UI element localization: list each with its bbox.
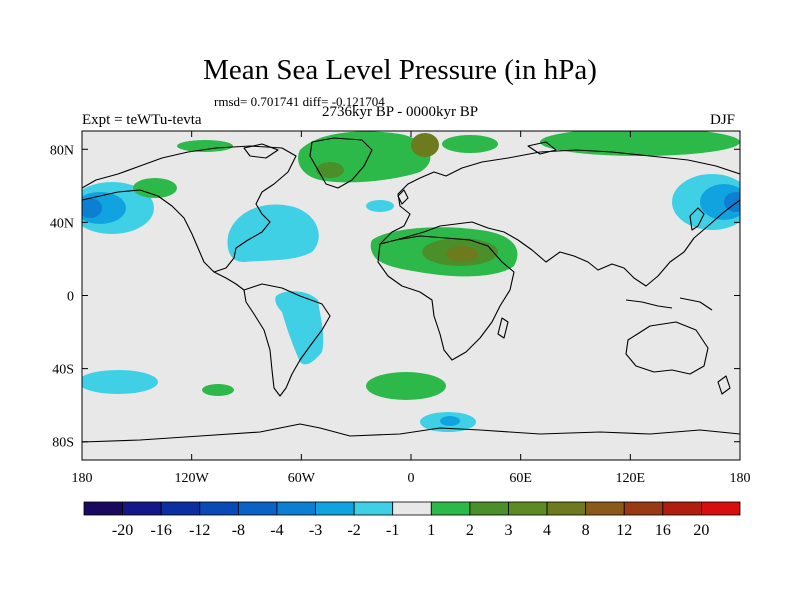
anomaly-field <box>82 131 740 432</box>
field-region-atlantic-low <box>227 204 319 262</box>
coastline-eurasia-south <box>395 199 740 287</box>
colorbar-swatch <box>546 501 587 516</box>
colorbar-label: 8 <box>582 522 590 539</box>
map-background <box>82 131 740 460</box>
coastline-japan <box>689 207 705 231</box>
lat-tick-label: 80N <box>50 143 74 158</box>
lon-tick-label: 120W <box>175 471 210 486</box>
coastline-madagascar <box>497 317 509 339</box>
colorbar-swatch <box>237 501 278 516</box>
colorbar-swatch <box>276 501 316 516</box>
colorbar-label: 1 <box>427 522 435 539</box>
coastline-australia <box>625 321 709 375</box>
colorbar-label: 16 <box>655 522 671 539</box>
field-region-sahara-center <box>446 246 478 262</box>
coastline-north-america <box>82 145 297 273</box>
coastline-britain <box>397 189 409 205</box>
lat-tick-label: 0 <box>67 290 74 305</box>
field-region-greenland-core <box>316 162 344 178</box>
lat-tick-label: 80S <box>52 436 74 451</box>
field-region-south-atlantic-high <box>366 372 446 400</box>
field-region-pacific-high <box>133 178 177 198</box>
colorbar-swatch <box>469 501 509 516</box>
field-region-south-america-low <box>275 291 324 365</box>
colorbar-swatch <box>585 501 625 516</box>
colorbar: -20 -16 -12 -8 -4 -3 -2 -1 1 2 3 4 8 12 16 20 <box>83 501 741 539</box>
colorbar-label: 4 <box>543 522 551 539</box>
field-region-arctic-canada <box>177 140 233 152</box>
colorbar-label: 2 <box>466 522 474 539</box>
colorbar-label: -4 <box>270 522 283 539</box>
coastline-greenland <box>309 137 373 189</box>
colorbar-swatch <box>701 501 741 516</box>
coastline-arctic-islands-russia <box>527 141 557 155</box>
season-label: DJF <box>710 112 736 128</box>
colorbar-swatch <box>623 501 664 516</box>
field-region-arctic-core <box>411 133 439 157</box>
colorbar-label: -2 <box>347 522 360 539</box>
lat-tick-label: 40S <box>52 363 74 378</box>
colorbar-label: -1 <box>386 522 399 539</box>
colorbar-swatch <box>430 501 471 516</box>
coastline-africa <box>377 235 515 361</box>
colorbar-label: -20 <box>112 522 133 539</box>
colorbar-label: 3 <box>504 522 512 539</box>
coastline-arctic-islands-canada <box>243 143 279 159</box>
colorbar-label: -12 <box>189 522 210 539</box>
stats-label: rmsd= 0.701741 diff= -0.121704 <box>214 94 385 109</box>
lon-tick-label: 60E <box>509 471 532 486</box>
plot-title: Mean Sea Level Pressure (in hPa) <box>203 54 597 86</box>
colorbar-swatch <box>83 501 123 516</box>
field-region-antarctic-low-core <box>440 416 460 426</box>
lon-tick-label: 180 <box>72 471 93 486</box>
coastline-new-zealand <box>717 375 731 395</box>
lon-tick-label: 120E <box>616 471 646 486</box>
colorbar-swatch <box>122 501 162 516</box>
axis-ticks: 180 120W 60W 0 60E 120E 180 80N 40N 0 40S 80S <box>50 131 751 486</box>
coastline-south-america <box>243 283 331 397</box>
colorbar-swatch <box>315 501 355 516</box>
field-region-npacific-west-center <box>82 198 102 218</box>
coastline-eurasia-north <box>379 149 740 245</box>
colorbar-swatch <box>353 501 394 516</box>
colorbar-label: -3 <box>309 522 322 539</box>
map-panel <box>81 130 741 461</box>
field-region-arctic-siberia <box>540 131 740 156</box>
field-region-south-pacific-high <box>202 384 234 396</box>
colorbar-label: -16 <box>151 522 172 539</box>
coastline-antarctica <box>82 423 740 443</box>
field-region-npacific-east-core <box>700 184 740 220</box>
coastlines <box>82 137 740 443</box>
experiment-label: Expt = teWTu-tevta <box>82 112 202 128</box>
field-region-south-pacific-low <box>82 370 158 394</box>
colorbar-label: 12 <box>616 522 632 539</box>
colorbar-swatch <box>160 501 201 516</box>
lon-tick-label: 0 <box>408 471 415 486</box>
colorbar-swatch <box>508 501 548 516</box>
field-region-atlantic-low-east <box>366 200 394 212</box>
lon-tick-label: 60W <box>288 471 316 486</box>
coastline-central-america <box>213 271 245 291</box>
field-region-npacific-east-center <box>724 192 740 212</box>
colorbar-label: 20 <box>693 522 709 539</box>
colorbar-label: -8 <box>232 522 245 539</box>
lat-tick-label: 40N <box>50 216 74 231</box>
colorbar-swatch <box>662 501 702 516</box>
colorbar-swatch <box>392 501 432 516</box>
colorbar-swatch <box>199 501 239 516</box>
coastline-indonesia <box>625 297 713 311</box>
lon-tick-label: 180 <box>730 471 751 486</box>
period-label: 2736kyr BP - 0000kyr BP <box>322 104 479 120</box>
field-region-arctic-europe <box>442 135 498 153</box>
